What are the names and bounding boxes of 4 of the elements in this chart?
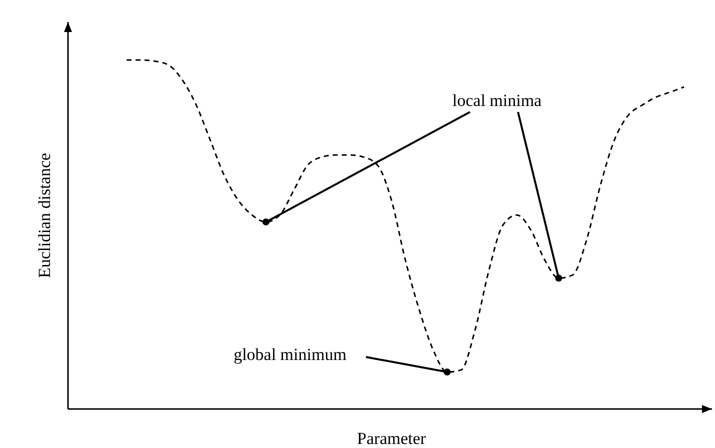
annotation: local minima <box>452 91 542 110</box>
annotation: global minimum <box>234 345 346 364</box>
y-axis-title: Euclidian distance <box>35 152 54 278</box>
x-axis-title: Parameter <box>357 429 426 448</box>
